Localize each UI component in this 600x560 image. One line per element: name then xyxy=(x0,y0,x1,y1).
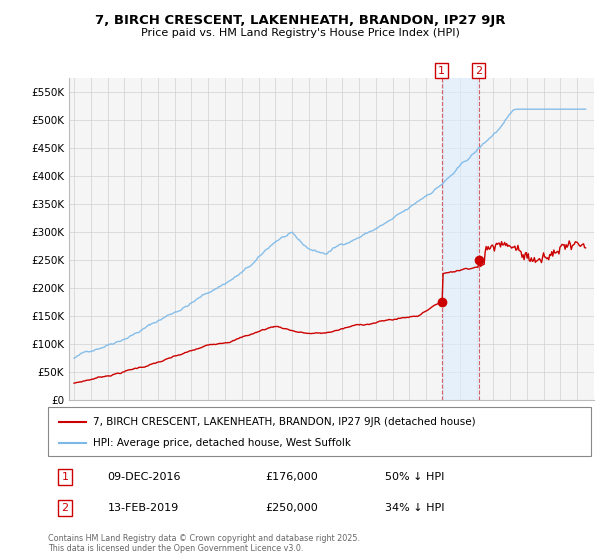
Text: 09-DEC-2016: 09-DEC-2016 xyxy=(108,472,181,482)
Text: £176,000: £176,000 xyxy=(265,472,318,482)
Text: 34% ↓ HPI: 34% ↓ HPI xyxy=(385,503,444,513)
Text: 2: 2 xyxy=(62,503,69,513)
Text: 2: 2 xyxy=(475,66,482,76)
Text: HPI: Average price, detached house, West Suffolk: HPI: Average price, detached house, West… xyxy=(92,437,350,447)
Text: 13-FEB-2019: 13-FEB-2019 xyxy=(108,503,179,513)
Text: Price paid vs. HM Land Registry's House Price Index (HPI): Price paid vs. HM Land Registry's House … xyxy=(140,28,460,38)
Text: 7, BIRCH CRESCENT, LAKENHEATH, BRANDON, IP27 9JR (detached house): 7, BIRCH CRESCENT, LAKENHEATH, BRANDON, … xyxy=(92,417,475,427)
Text: 7, BIRCH CRESCENT, LAKENHEATH, BRANDON, IP27 9JR: 7, BIRCH CRESCENT, LAKENHEATH, BRANDON, … xyxy=(95,14,505,27)
FancyBboxPatch shape xyxy=(48,407,591,456)
Text: 50% ↓ HPI: 50% ↓ HPI xyxy=(385,472,444,482)
Text: £250,000: £250,000 xyxy=(265,503,318,513)
Text: 1: 1 xyxy=(62,472,68,482)
Text: 1: 1 xyxy=(438,66,445,76)
Bar xyxy=(442,78,479,400)
Text: Contains HM Land Registry data © Crown copyright and database right 2025.
This d: Contains HM Land Registry data © Crown c… xyxy=(48,534,360,553)
